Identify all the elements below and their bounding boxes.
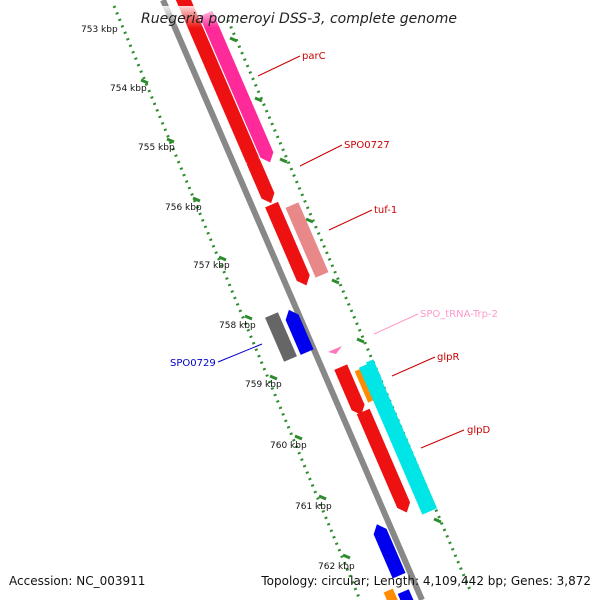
- gene-label-trna-trp-2: SPO_tRNA-Trp-2: [420, 309, 498, 320]
- gene-label-tuf1: tuf-1: [374, 205, 397, 216]
- gene-spo0729: [265, 312, 297, 362]
- tick-label-753: 753 kbp: [81, 25, 118, 35]
- map-title: Ruegeria pomeroyi DSS-3, complete genome: [141, 11, 457, 27]
- inner-tick-track: [226, 19, 472, 591]
- cds-partial-bottom: [373, 524, 406, 579]
- cds-spo0729: [285, 309, 314, 355]
- tuf1-pointer: [328, 209, 373, 231]
- tick-label-758: 758 kbp: [219, 321, 256, 331]
- trna-pointer: [373, 313, 419, 335]
- feature-layer: [173, 0, 438, 600]
- title-backdrop: [140, 6, 460, 28]
- genome-backbone: [160, 0, 425, 600]
- gene-label-spo0729: SPO0729: [170, 358, 216, 369]
- inner-major-tick: [229, 36, 238, 43]
- gene-parc: [199, 10, 274, 163]
- inner-major-tick: [331, 278, 340, 285]
- spo0727-pointer: [299, 144, 343, 167]
- cds-parc: [173, 0, 259, 168]
- label-pointers: [217, 55, 465, 449]
- tick-label-756: 756 kbp: [165, 203, 202, 213]
- gene-glpd: [358, 361, 438, 515]
- trna-trp-2-marker: [328, 346, 342, 354]
- gene-label-spo0727: SPO0727: [344, 140, 390, 151]
- genome-stats-text: Topology: circular; Length: 4,109,442 bp…: [261, 574, 591, 588]
- gene-tuf1: [285, 202, 329, 278]
- outer-major-tick: [192, 196, 201, 203]
- outer-major-tick: [294, 434, 303, 441]
- outer-major-tick: [140, 78, 149, 85]
- tick-label-761: 761 kbp: [295, 502, 332, 512]
- tick-label-754: 754 kbp: [110, 84, 147, 94]
- gene-label-glpd: glpD: [467, 425, 490, 436]
- parc-pointer: [257, 55, 301, 77]
- cds-glpd: [356, 408, 411, 513]
- outer-major-tick: [166, 137, 175, 144]
- inner-major-tick: [254, 96, 263, 103]
- tick-label-755: 755 kbp: [138, 143, 175, 153]
- cds-tuf1: [265, 201, 310, 286]
- gene-glpd-start: [365, 359, 383, 383]
- inner-major-tick: [305, 217, 314, 224]
- inner-major-tick: [279, 157, 288, 164]
- tick-label-759: 759 kbp: [245, 380, 282, 390]
- outer-major-tick: [218, 255, 227, 262]
- glpd-pointer: [420, 429, 465, 449]
- inner-major-tick: [433, 517, 442, 524]
- cds-glpr: [334, 364, 365, 415]
- cds-spo0727: [246, 158, 275, 204]
- tick-label-762: 762 kbp: [318, 562, 355, 572]
- spo0729-pointer: [217, 343, 263, 363]
- gene-partial-orange: [383, 588, 399, 600]
- outer-major-tick: [342, 553, 351, 560]
- outer-major-tick: [244, 314, 253, 321]
- accession-text: Accession: NC_003911: [9, 574, 146, 588]
- inner-major-tick: [356, 337, 365, 344]
- tick-label-760: 760 kbp: [270, 441, 307, 451]
- tick-label-757: 757 kbp: [193, 261, 230, 271]
- gene-label-glpr: glpR: [437, 352, 459, 363]
- outer-major-tick: [318, 494, 327, 501]
- cds-partial-blue: [397, 589, 415, 600]
- gene-label-parc: parC: [302, 51, 326, 62]
- glpr-pointer: [391, 356, 436, 377]
- outer-major-tick: [269, 374, 278, 381]
